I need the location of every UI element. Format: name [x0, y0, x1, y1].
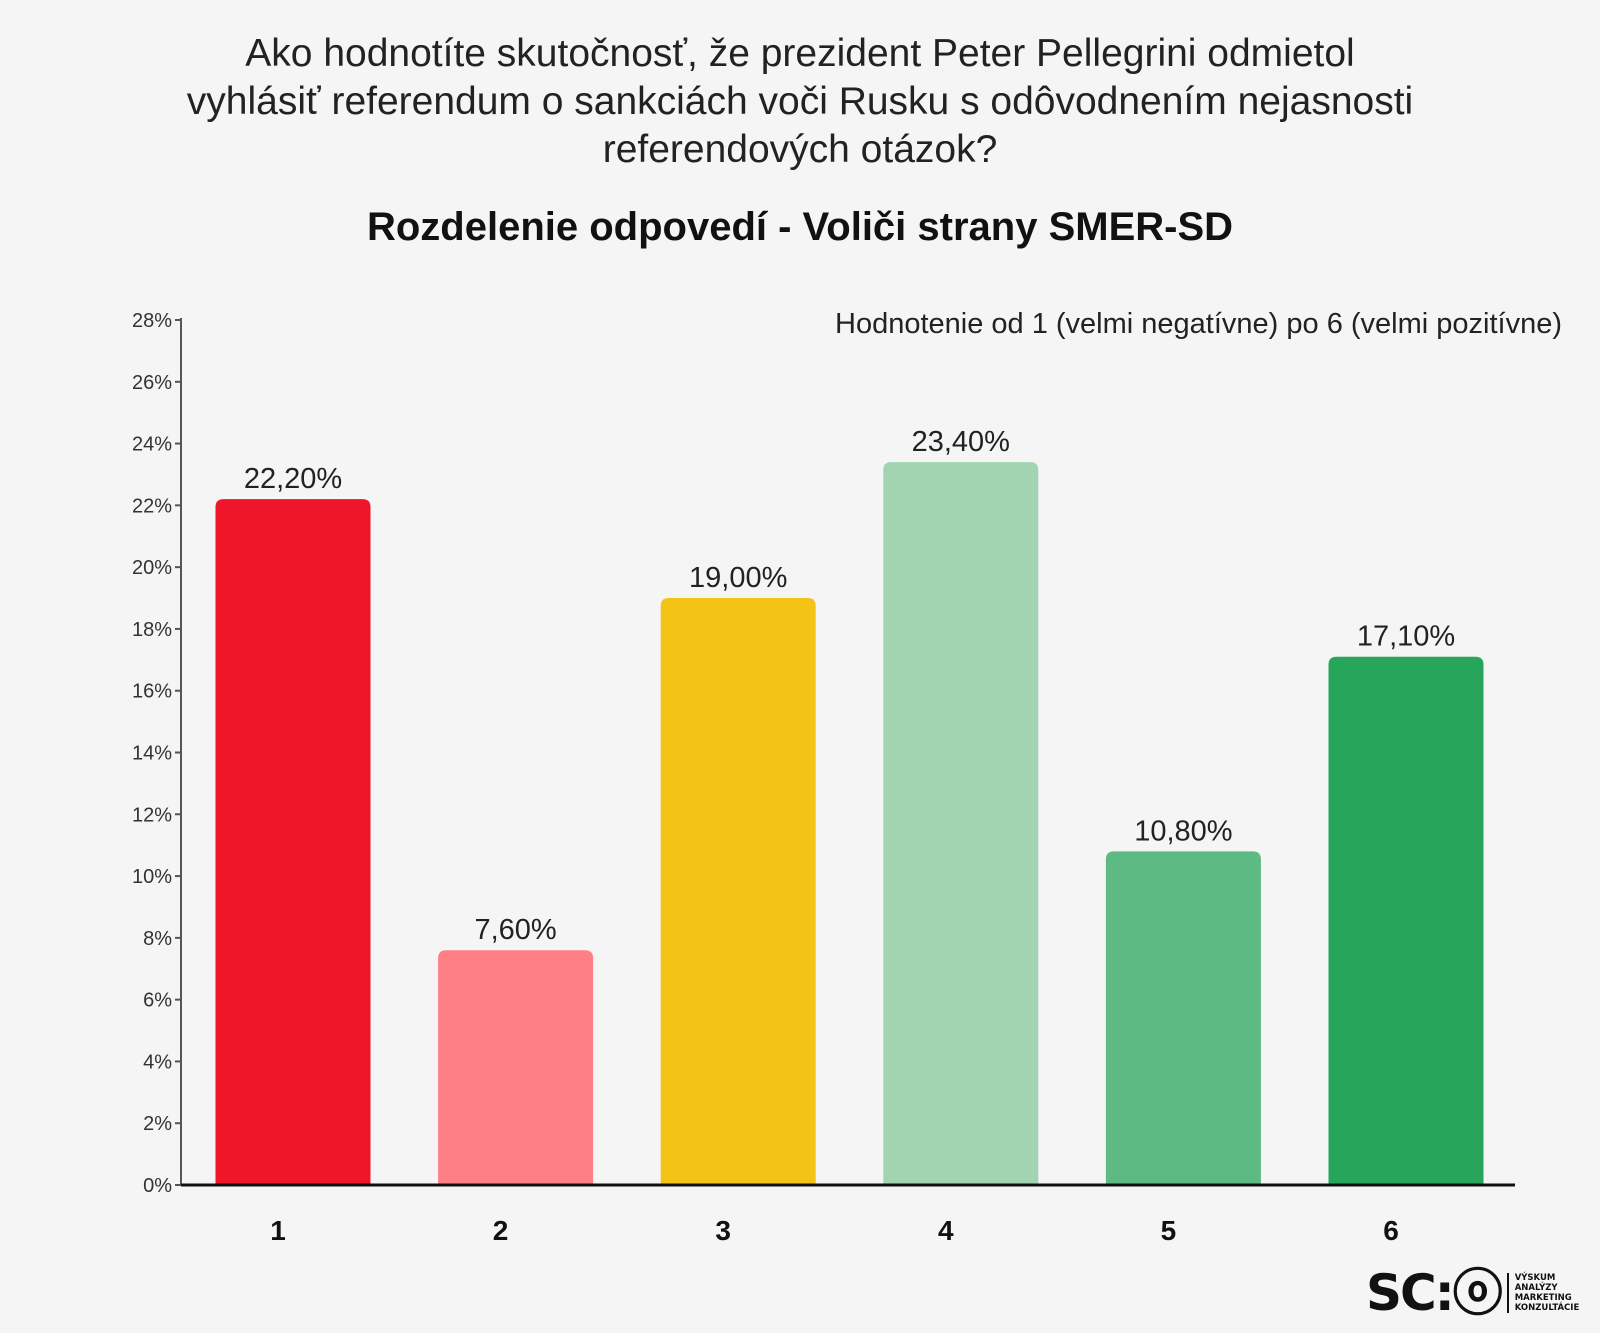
logo-line-4: KONZULTÁCIE [1514, 1303, 1580, 1313]
y-tick-label: 12% [132, 804, 172, 826]
bar-2 [438, 950, 594, 1185]
y-tick-label: 20% [132, 557, 172, 579]
y-tick-label: 14% [132, 743, 172, 765]
logo-line-1: VÝSKUM [1514, 1273, 1556, 1283]
question-line-3: referendových otázok? [602, 128, 998, 171]
y-tick-label: 24% [132, 434, 172, 456]
data-label: 19,00% [689, 562, 787, 594]
y-tick-label: 28% [132, 310, 172, 332]
y-tick-label: 0% [143, 1175, 172, 1197]
logo-line-2: ANALÝZY [1514, 1283, 1558, 1293]
y-tick-label: 2% [143, 1113, 172, 1135]
question-line-1: Ako hodnotíte skutočnosť, že prezident P… [245, 32, 1355, 75]
x-tick-label: 6 [1383, 1215, 1399, 1246]
x-tick-label: 1 [270, 1215, 286, 1246]
data-label: 17,10% [1357, 621, 1455, 653]
data-label: 7,60% [474, 914, 556, 946]
logo-mark: SC:ⓞ [1366, 1264, 1503, 1322]
bar-6 [1328, 656, 1484, 1185]
y-tick-label: 26% [132, 372, 172, 394]
logo-line-3: MARKETING [1514, 1293, 1572, 1303]
data-label: 10,80% [1134, 815, 1232, 847]
y-tick-label: 18% [132, 619, 172, 641]
x-tick-label: 2 [493, 1215, 509, 1246]
y-tick-label: 8% [143, 928, 172, 950]
y-tick-label: 16% [132, 681, 172, 703]
sc-logo: SC:ⓞ VÝSKUM ANALÝZY MARKETING KONZULTÁCI… [1366, 1268, 1581, 1318]
logo-tagline: VÝSKUM ANALÝZY MARKETING KONZULTÁCIE [1515, 1273, 1580, 1313]
data-label: 23,40% [912, 426, 1010, 458]
chart-subtitle: Rozdelenie odpovedí - Voliči strany SMER… [366, 205, 1234, 249]
x-tick-label: 3 [715, 1215, 731, 1246]
y-tick-label: 10% [132, 866, 172, 888]
bar-5 [1105, 851, 1261, 1185]
bar-3 [660, 598, 816, 1185]
chart-question: Ako hodnotíte skutočnosť, že prezident P… [60, 30, 1540, 174]
bar-1 [215, 499, 371, 1185]
data-label: 22,20% [244, 463, 342, 495]
chart-annotation: Hodnotenie od 1 (velmi negatívne) po 6 (… [835, 308, 1562, 340]
y-tick-label: 6% [143, 990, 172, 1012]
x-tick-label: 5 [1161, 1215, 1177, 1246]
bar-4 [883, 462, 1039, 1185]
x-tick-label: 4 [938, 1215, 954, 1246]
logo-separator [1506, 1273, 1509, 1313]
y-tick-label: 22% [132, 495, 172, 517]
y-tick-label: 4% [143, 1051, 172, 1073]
question-line-2: vyhlásiť referendum o sankciách voči Rus… [186, 80, 1414, 123]
